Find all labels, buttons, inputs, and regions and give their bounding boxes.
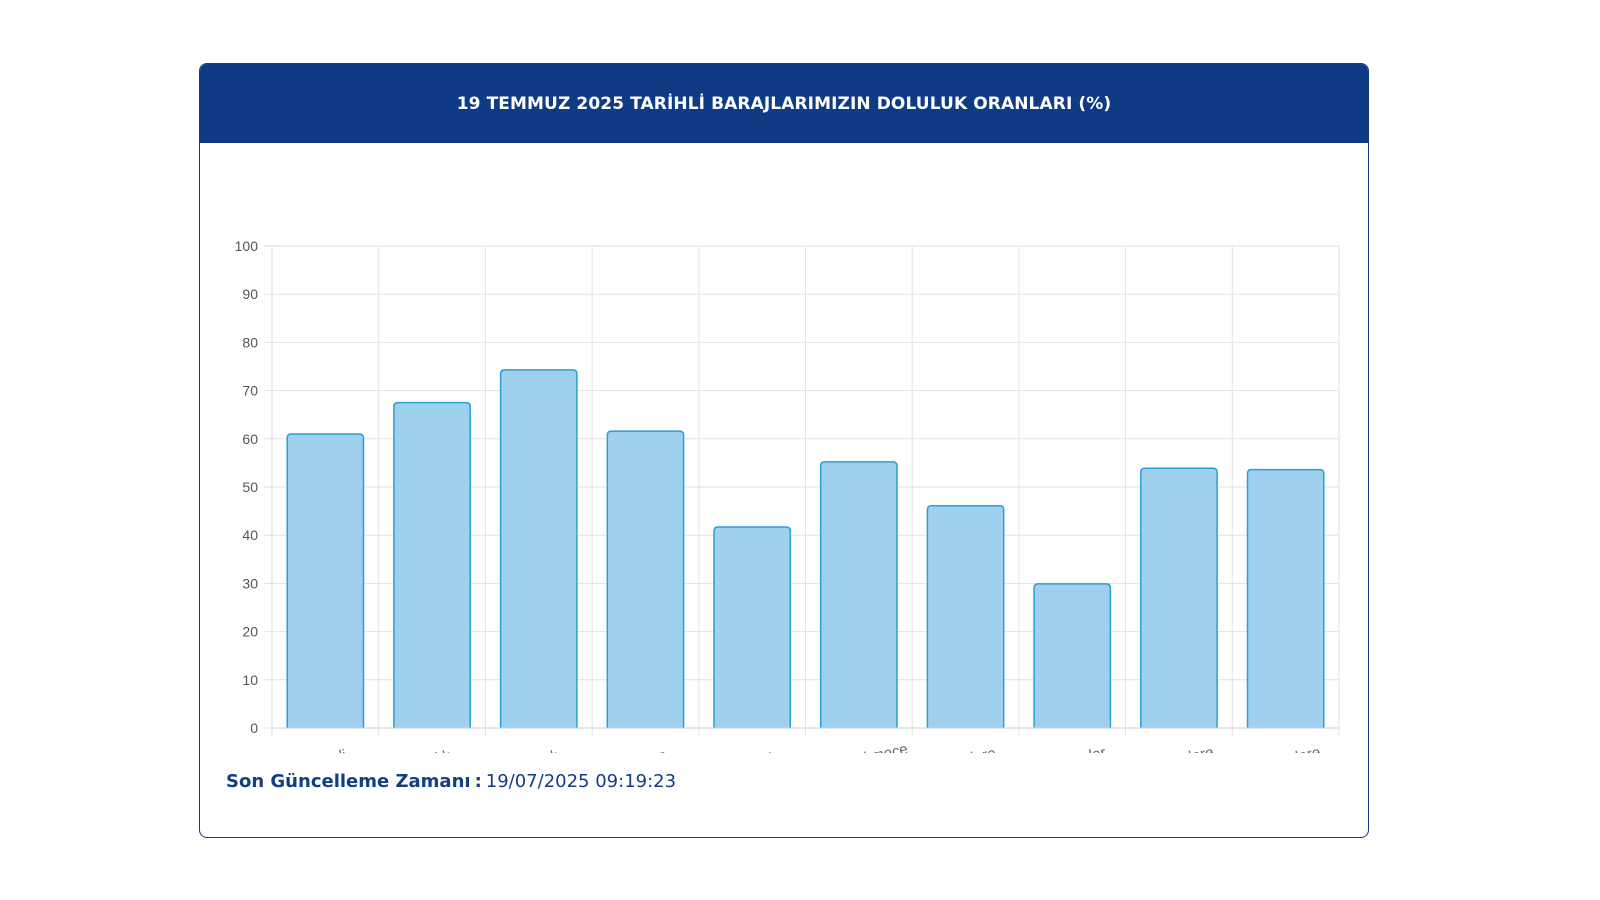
y-tick-label: 10 [242, 672, 258, 688]
bar [1140, 467, 1218, 728]
x-tick-label: Elmalı [516, 747, 560, 753]
bar [1246, 468, 1325, 728]
last-update-label: Son Güncelleme Zamanı [226, 771, 471, 792]
y-tick-label: 100 [235, 238, 259, 254]
last-update-separator: : [474, 771, 482, 792]
bar [1033, 583, 1112, 728]
y-tick-label: 70 [242, 383, 258, 399]
bar [393, 401, 471, 728]
x-tick-label: Büyükçekmece [806, 741, 909, 753]
last-update-value: 19/07/2025 09:19:23 [485, 771, 677, 792]
x-tick-label: Pabuçdere [1247, 744, 1322, 753]
x-tick-label: Ömerli [301, 746, 348, 753]
x-tick-label: Terkos [621, 747, 668, 753]
x-tick-label: Sazlıdere [932, 745, 998, 753]
y-tick-label: 90 [242, 286, 258, 302]
chart-title: 19 TEMMUZ 2025 TARİHLİ BARAJLARIMIZIN DO… [456, 93, 1112, 114]
x-tick-label: Alibey [729, 747, 773, 753]
y-tick-label: 80 [242, 334, 258, 350]
bar-chart: 0 10 20 30 40 50 60 70 80 90 100 Ömerli Darlık Elmalı… [235, 238, 1340, 753]
bar [499, 369, 578, 728]
bar [926, 505, 1005, 728]
y-tick-label: 20 [242, 624, 258, 640]
y-tick-label: 0 [250, 720, 258, 736]
y-tick-label: 40 [242, 527, 258, 543]
x-tick-label: Darlık [410, 747, 452, 753]
x-tick-label: Kazandere [1141, 744, 1216, 753]
chart-card: 19 TEMMUZ 2025 TARİHLİ BARAJLARIMIZIN DO… [199, 63, 1369, 838]
bar [713, 526, 792, 728]
last-update: Son Güncelleme Zamanı:19/07/2025 09:19:2… [226, 771, 676, 792]
y-tick-label: 60 [242, 431, 258, 447]
card-header: 19 TEMMUZ 2025 TARİHLİ BARAJLARIMIZIN DO… [200, 64, 1368, 143]
y-tick-label: 30 [242, 575, 258, 591]
y-tick-label: 50 [242, 479, 258, 495]
bar [606, 430, 685, 728]
bar [286, 433, 365, 728]
bar [819, 461, 898, 728]
x-tick-label: Istrancalar [1035, 744, 1107, 753]
